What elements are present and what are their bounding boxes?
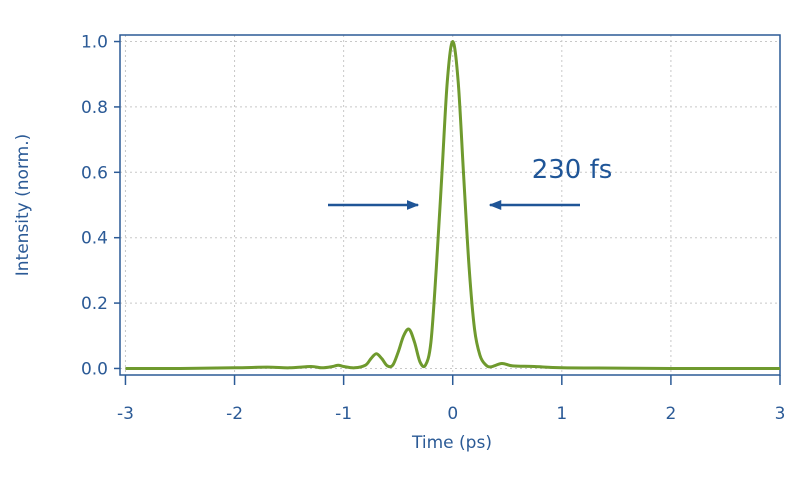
- data-line: [125, 40, 781, 371]
- y-tick-label: 0.8: [81, 98, 108, 118]
- plot-frame: [119, 34, 781, 376]
- x-tick-label: -3: [117, 404, 134, 424]
- y-tick-label: 0.2: [81, 294, 108, 314]
- x-tick-label: 3: [775, 404, 786, 424]
- x-tick-label: 2: [665, 404, 676, 424]
- y-axis-title: Intensity (norm.): [13, 134, 33, 277]
- x-tick-label: -2: [226, 404, 243, 424]
- x-axis-title: Time (ps): [411, 433, 492, 453]
- x-tick-label: 0: [447, 404, 458, 424]
- annotation: 230 fs: [532, 155, 613, 185]
- y-tick-label: 0.4: [81, 229, 108, 249]
- grid: [120, 35, 781, 375]
- y-tick-label: 0.0: [81, 359, 108, 379]
- y-tick-label: 0.6: [81, 163, 108, 183]
- y-tick-label: 1.0: [81, 33, 108, 53]
- x-tick-label: 1: [556, 404, 567, 424]
- x-tick-label: -1: [335, 404, 352, 424]
